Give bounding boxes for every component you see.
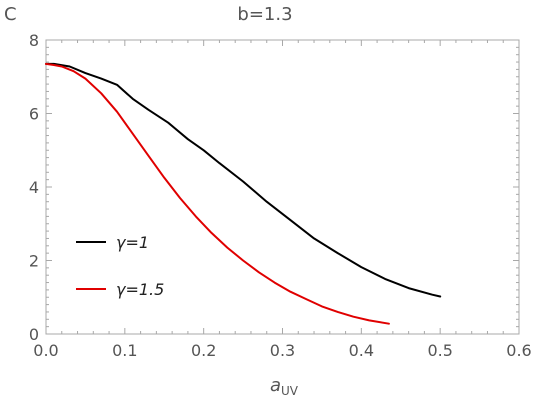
series-line-2 <box>45 62 390 325</box>
x-axis-ticks: 0.0 0.1 0.2 0.3 0.4 0.5 0.6 <box>33 40 532 360</box>
x-tick-label: 0.2 <box>191 341 216 360</box>
x-tick-label: 0.6 <box>506 341 531 360</box>
x-tick-label: 0.3 <box>270 341 295 360</box>
y-axis-ticks: 0 2 4 6 8 <box>29 31 519 344</box>
legend-label-1: γ=1 <box>116 233 149 252</box>
x-axis-label-main: a <box>270 375 281 396</box>
x-tick-label: 0.5 <box>427 341 452 360</box>
y-tick-label: 6 <box>29 105 39 124</box>
y-tick-label: 4 <box>29 178 39 197</box>
y-minor-ticks <box>46 46 519 328</box>
legend-label-2: γ=1.5 <box>116 280 164 299</box>
x-tick-label: 0.4 <box>349 341 374 360</box>
x-tick-label: 0.1 <box>112 341 137 360</box>
series-line-1 <box>45 62 442 298</box>
x-axis-label-subscript: UV <box>281 384 299 398</box>
legend: γ=1 γ=1.5 <box>76 233 164 299</box>
x-tick-label: 0.0 <box>33 341 58 360</box>
x-minor-ticks <box>61 40 504 334</box>
panel-label: C <box>4 4 17 25</box>
y-tick-label: 2 <box>29 252 39 271</box>
y-tick-label: 8 <box>29 31 39 50</box>
y-tick-label: 0 <box>29 325 39 344</box>
x-axis-label: aUV <box>270 375 299 398</box>
chart-title: b=1.3 <box>237 4 292 25</box>
series-group <box>45 62 442 325</box>
